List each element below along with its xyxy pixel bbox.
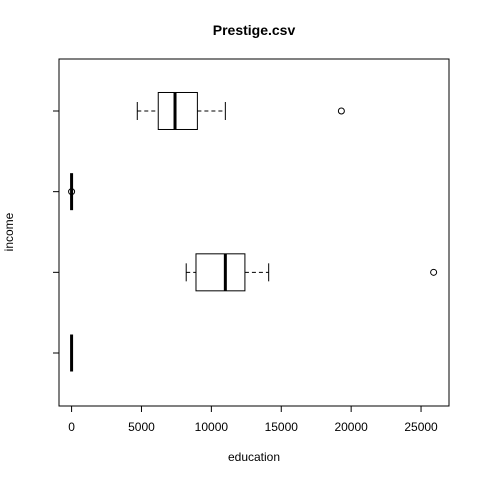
x-tick-label: 15000 — [265, 420, 299, 434]
box — [195, 253, 246, 292]
y-axis — [53, 110, 60, 354]
boxes — [68, 91, 438, 372]
box-group — [185, 253, 438, 292]
box-group — [68, 173, 76, 211]
box-group — [136, 91, 345, 130]
box — [157, 91, 198, 130]
x-tick-label: 20000 — [334, 420, 368, 434]
x-tick-label: 0 — [68, 420, 75, 434]
x-axis-label: education — [228, 450, 280, 464]
x-tick-label: 25000 — [404, 420, 438, 434]
x-tick-label: 5000 — [128, 420, 155, 434]
chart-title: Prestige.csv — [213, 22, 296, 38]
x-axis: 0 5000 10000 15000 20000 25000 — [68, 405, 438, 434]
plot-frame — [58, 58, 450, 407]
outlier-point — [68, 188, 76, 196]
outlier-point — [337, 107, 345, 115]
x-tick-label: 10000 — [195, 420, 229, 434]
outlier-point — [430, 268, 438, 276]
y-axis-label: income — [2, 212, 16, 251]
